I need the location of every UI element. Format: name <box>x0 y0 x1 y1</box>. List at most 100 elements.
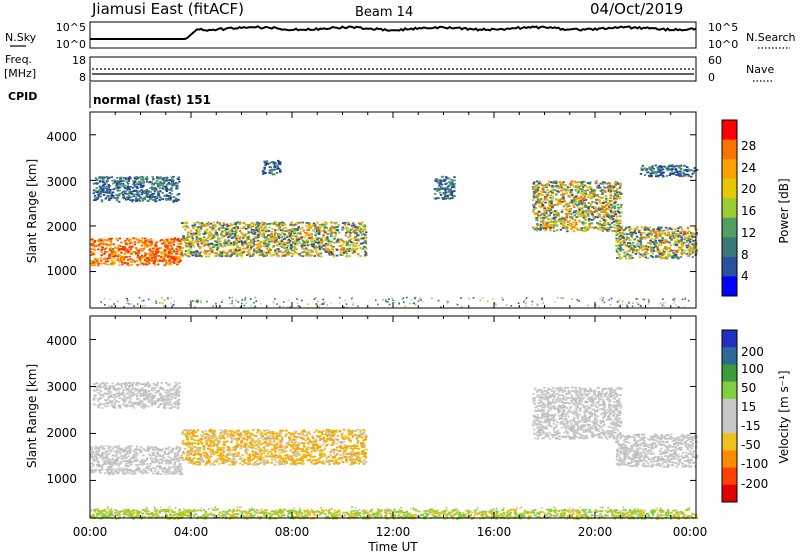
range-gate-cell <box>142 263 146 266</box>
range-gate-cell <box>196 243 200 246</box>
range-gate-cell <box>170 260 173 263</box>
range-gate-cell <box>668 241 671 244</box>
range-gate-cell <box>169 198 172 201</box>
range-gate-cell <box>562 224 565 227</box>
range-gate-cell <box>623 229 626 231</box>
range-gate-cell <box>101 447 105 450</box>
range-gate-cell <box>450 182 454 185</box>
range-gate-cell <box>142 447 145 450</box>
range-gate-cell <box>98 463 101 466</box>
range-gate-cell <box>235 251 238 253</box>
range-gate-cell <box>327 250 330 253</box>
range-gate-cell <box>131 473 134 475</box>
range-gate-cell <box>156 183 159 186</box>
range-gate-cell <box>692 247 695 250</box>
range-gate-cell <box>562 205 565 208</box>
range-gate-cell <box>155 448 158 450</box>
range-gate-cell <box>109 263 113 265</box>
range-gate-cell <box>267 242 270 244</box>
range-gate-cell <box>310 239 313 242</box>
range-gate-cell <box>228 225 231 227</box>
range-gate-cell <box>125 177 128 180</box>
range-gate-cell <box>166 253 170 256</box>
range-gate-cell <box>302 229 305 232</box>
range-gate-cell <box>211 306 214 309</box>
range-gate-cell <box>537 209 540 212</box>
range-gate-cell <box>289 236 293 239</box>
range-gate-cell <box>275 249 278 252</box>
range-gate-cell <box>253 306 256 309</box>
range-gate-cell <box>354 237 358 239</box>
range-gate-cell <box>130 253 133 255</box>
range-gate-cell <box>550 186 554 189</box>
range-gate-cell <box>553 230 556 232</box>
range-gate-cell <box>175 253 178 255</box>
range-gate-cell <box>647 233 650 236</box>
range-gate-cell <box>134 237 137 240</box>
range-gate-cell <box>277 159 280 162</box>
range-gate-cell <box>361 248 365 250</box>
range-gate-cell <box>593 217 596 219</box>
range-gate-cell <box>574 223 577 226</box>
range-gate-cell <box>148 252 152 255</box>
range-gate-cell <box>197 227 200 230</box>
range-gate-cell <box>135 252 138 254</box>
range-gate-cell <box>233 235 237 238</box>
range-gate-cell <box>195 300 198 303</box>
range-gate-cell <box>377 303 379 306</box>
range-gate-cell <box>129 248 132 250</box>
range-gate-cell <box>609 303 612 306</box>
range-gate-cell <box>359 231 363 234</box>
range-gate-cell <box>605 182 609 185</box>
range-gate-cell <box>100 254 103 256</box>
range-gate-cell <box>445 182 448 185</box>
range-gate-cell <box>692 171 695 174</box>
range-gate-cell <box>170 182 174 184</box>
range-gate-cell <box>126 196 129 199</box>
range-gate-cell <box>604 205 607 208</box>
range-gate-cell <box>172 200 175 203</box>
range-gate-cell <box>639 304 642 307</box>
range-gate-cell <box>238 230 242 232</box>
range-gate-cell <box>301 240 305 242</box>
range-gate-cell <box>197 300 199 302</box>
range-gate-cell <box>355 242 358 245</box>
range-gate-cell <box>534 213 537 216</box>
range-gate-cell <box>163 259 166 262</box>
range-gate-cell <box>556 203 559 206</box>
range-gate-cell <box>159 247 163 249</box>
range-gate-cell <box>596 194 599 196</box>
range-gate-cell <box>145 263 149 266</box>
range-gate-cell <box>161 198 164 200</box>
range-gate-cell <box>283 246 286 249</box>
range-gate-cell <box>342 242 346 244</box>
range-gate-cell <box>137 249 141 252</box>
range-gate-cell <box>93 259 97 262</box>
range-gate-cell <box>658 229 661 232</box>
range-gate-cell <box>125 198 128 201</box>
range-gate-cell <box>213 235 216 238</box>
range-gate-cell <box>305 233 309 236</box>
range-gate-cell <box>207 223 211 225</box>
range-gate-cell <box>688 234 691 237</box>
range-gate-cell <box>109 240 113 243</box>
range-gate-cell <box>352 245 356 247</box>
range-gate-cell <box>283 230 287 232</box>
range-gate-cell <box>334 228 337 231</box>
range-gate-cell <box>101 176 105 179</box>
range-gate-cell <box>671 256 674 258</box>
range-gate-cell <box>172 471 175 474</box>
range-gate-cell <box>124 251 128 253</box>
range-gate-cell <box>274 232 277 234</box>
range-gate-cell <box>200 242 203 245</box>
range-gate-cell <box>494 302 496 305</box>
range-gate-cell <box>180 468 183 470</box>
range-gate-cell <box>544 221 548 223</box>
range-gate-cell <box>266 237 269 240</box>
range-gate-cell <box>232 223 235 226</box>
colorbar-segment <box>722 237 737 258</box>
range-gate-cell <box>313 298 316 300</box>
range-gate-cell <box>687 168 691 171</box>
range-gate-cell <box>197 254 200 257</box>
range-gate-cell <box>273 241 276 244</box>
